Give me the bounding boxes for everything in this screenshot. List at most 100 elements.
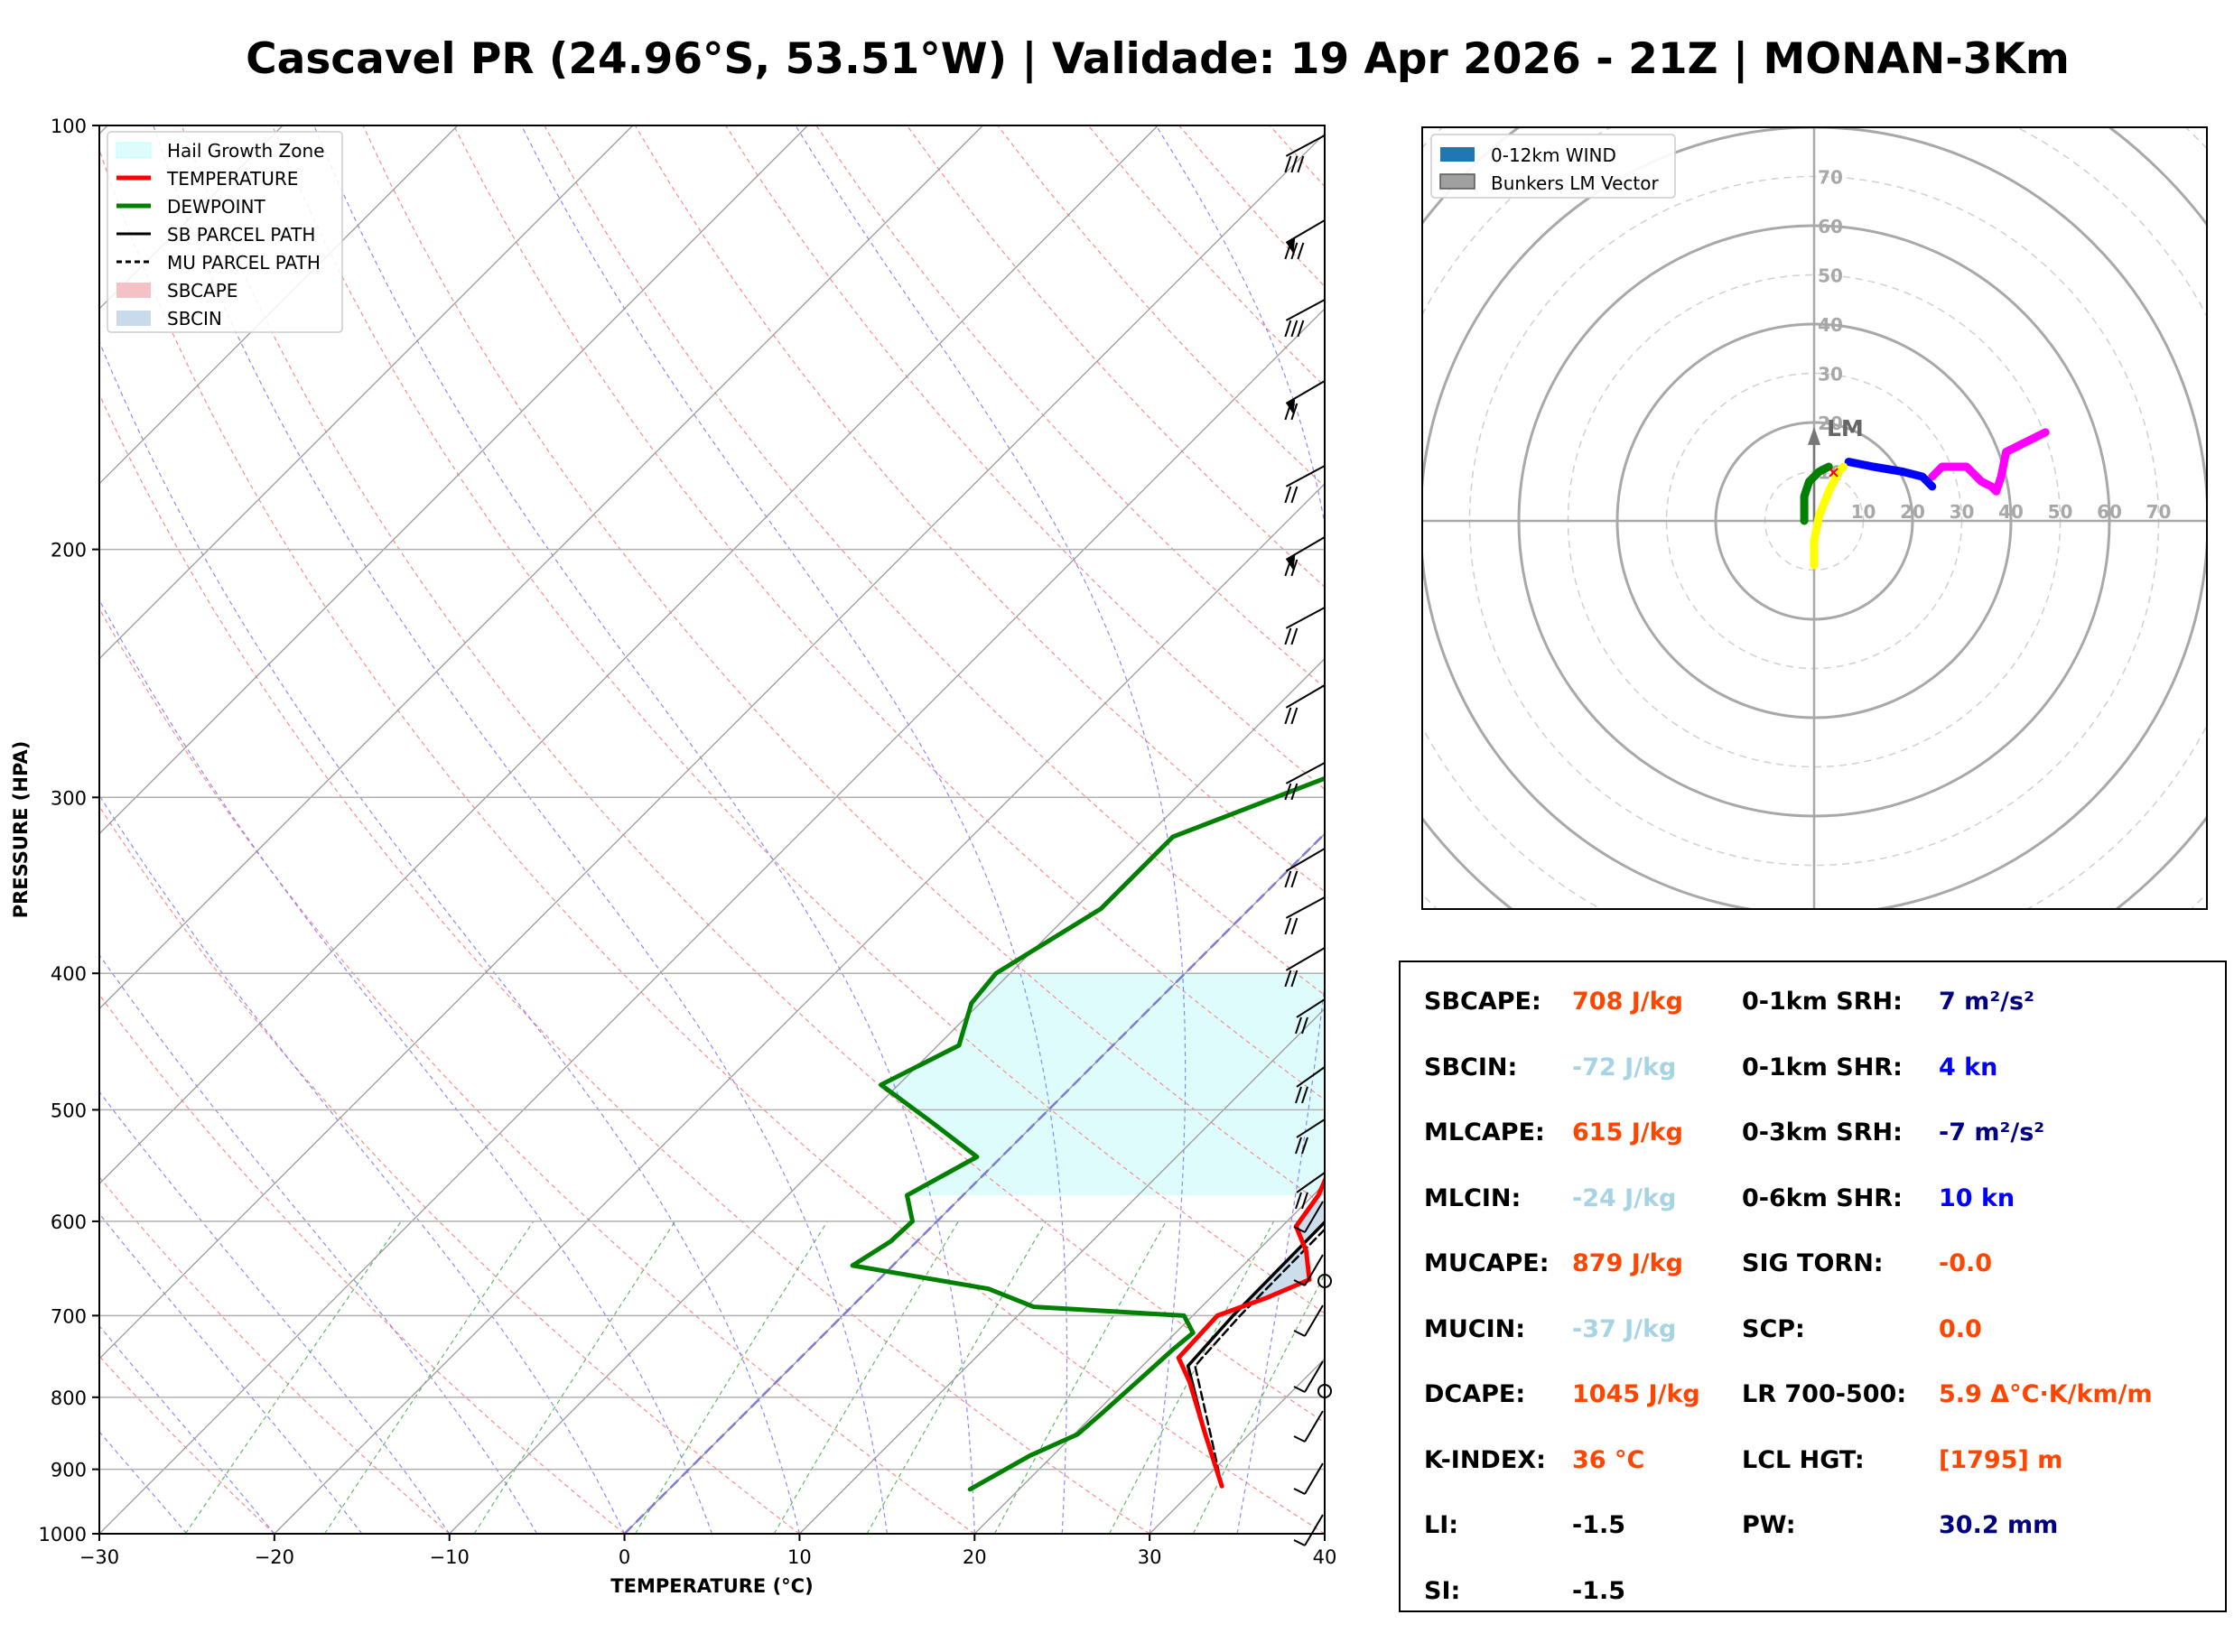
barb-staff: [1304, 1360, 1324, 1393]
stat-label: SCP:: [1742, 1314, 1805, 1343]
y-tick-label: 700: [51, 1305, 87, 1327]
stat-label: DCAPE:: [1424, 1380, 1526, 1408]
barb-feather: [1295, 1192, 1302, 1210]
stat-value: -7 m²/s²: [1939, 1118, 2045, 1146]
barb-staff: [1296, 1172, 1326, 1193]
legend-label: SBCIN: [167, 308, 222, 329]
barb-feather: [1290, 155, 1299, 173]
skewt-legend-item: MU PARCEL PATH: [116, 252, 321, 274]
barb-feather: [1293, 1435, 1306, 1443]
legend-swatch: [116, 283, 151, 298]
stat-value: 1045 J/kg: [1572, 1380, 1700, 1408]
legend-label: SB PARCEL PATH: [167, 224, 315, 246]
stat-label: SBCIN:: [1424, 1053, 1518, 1081]
barb-feather: [1284, 320, 1292, 338]
barb-staff: [1285, 848, 1326, 872]
barb-feather: [1290, 403, 1299, 421]
hodo-ring-label: 50: [1818, 265, 1843, 287]
isotherm: [99, 125, 809, 835]
stat-value: -72 J/kg: [1572, 1053, 1677, 1081]
legend-label: Hail Growth Zone: [167, 140, 324, 162]
wind-barb: [1284, 465, 1326, 504]
y-tick-label: 500: [51, 1100, 87, 1121]
barb-feather: [1301, 1192, 1308, 1210]
wind-barb: [1293, 1360, 1324, 1393]
barb-staff: [1285, 762, 1326, 784]
wind-barb: [1293, 1304, 1324, 1337]
isotherm: [99, 125, 459, 485]
dry-adiabat: [181, 125, 1325, 1424]
y-tick-label: 900: [51, 1460, 87, 1481]
stat-value: 10 kn: [1939, 1183, 2015, 1212]
hodo-ring-label: 20: [1818, 413, 1843, 434]
stat-value: -0.0: [1939, 1249, 1993, 1277]
legend-label: DEWPOINT: [167, 196, 265, 218]
barb-feather: [1284, 486, 1292, 504]
skewt-legend-item: TEMPERATURE: [116, 168, 298, 190]
stat-value: 708 J/kg: [1572, 988, 1683, 1016]
hodo-ring-label: 10: [1851, 501, 1876, 523]
sb-parcel-line: [1186, 1220, 1325, 1488]
stat-label: LCL HGT:: [1742, 1445, 1865, 1474]
isotherm: [99, 133, 1325, 1360]
wind-barb: [1284, 848, 1326, 888]
stat-label: MUCAPE:: [1424, 1249, 1550, 1277]
barb-feather: [1293, 1279, 1306, 1286]
isotherm: [99, 125, 983, 1010]
barb-staff: [1285, 684, 1326, 709]
stat-label: MLCAPE:: [1424, 1118, 1545, 1146]
mu-parcel-line: [1194, 1228, 1325, 1488]
stat-value: -37 J/kg: [1572, 1314, 1677, 1343]
barb-feather: [1290, 917, 1299, 935]
legend-swatch: [116, 142, 152, 159]
hodo-segment-upper-level: [1928, 428, 2050, 496]
barb-feather: [1284, 917, 1292, 935]
dewpoint-line: [850, 775, 1325, 1492]
isotherm: [798, 1007, 1325, 1534]
legend-label: 0-12km WIND: [1491, 144, 1616, 166]
barb-feather: [1284, 627, 1292, 645]
barb-feather: [1297, 242, 1305, 260]
stat-label: SBCAPE:: [1424, 988, 1541, 1016]
y-tick-label: 600: [51, 1211, 87, 1233]
barb-feather: [1297, 320, 1305, 338]
hodo-ring-label: 70: [2146, 501, 2172, 523]
barb-feather: [1293, 1330, 1306, 1337]
sbcin-area: [1217, 1200, 1325, 1316]
barb-feather: [1297, 155, 1305, 173]
wind-barb: [1295, 998, 1326, 1035]
barb-staff: [1304, 1304, 1324, 1337]
wind-barb: [1295, 1066, 1326, 1104]
x-axis-label: TEMPERATURE (°C): [610, 1575, 813, 1597]
wind-barb: [1284, 684, 1326, 725]
x-tick-label: 30: [1138, 1546, 1162, 1568]
barb-feather: [1290, 320, 1299, 338]
moist-adiabat: [313, 125, 975, 1534]
stat-label: LI:: [1424, 1511, 1459, 1539]
dry-adiabat: [99, 993, 625, 1534]
skewt-legend-item: SBCIN: [116, 308, 222, 329]
stat-label: 0-6km SHR:: [1742, 1183, 1903, 1212]
barb-staff: [1296, 998, 1326, 1018]
barb-feather: [1290, 783, 1299, 801]
barb-staff: [1285, 135, 1326, 157]
barb-feather: [1290, 627, 1299, 645]
skewt-legend-item: DEWPOINT: [116, 196, 265, 218]
wind-barb: [1293, 1201, 1324, 1233]
isotherm: [99, 125, 1159, 1185]
barb-feather: [1295, 1137, 1302, 1155]
isotherm: [973, 1183, 1325, 1534]
hodo-segment-mid-level: [1844, 458, 1937, 491]
barb-feather: [1284, 783, 1292, 801]
barb-feather: [1293, 1539, 1306, 1546]
wind-barb: [1284, 947, 1326, 988]
moist-adiabat: [99, 1431, 188, 1534]
legend-label: Bunkers LM Vector: [1491, 172, 1660, 194]
stat-label: LR 700-500:: [1742, 1380, 1907, 1408]
hodo-segment-0-3km: [1800, 462, 1833, 525]
barb-feather: [1301, 1086, 1308, 1104]
wind-barb: [1293, 1462, 1324, 1495]
barb-staff: [1296, 1066, 1326, 1088]
legend-swatch: [1440, 147, 1475, 162]
